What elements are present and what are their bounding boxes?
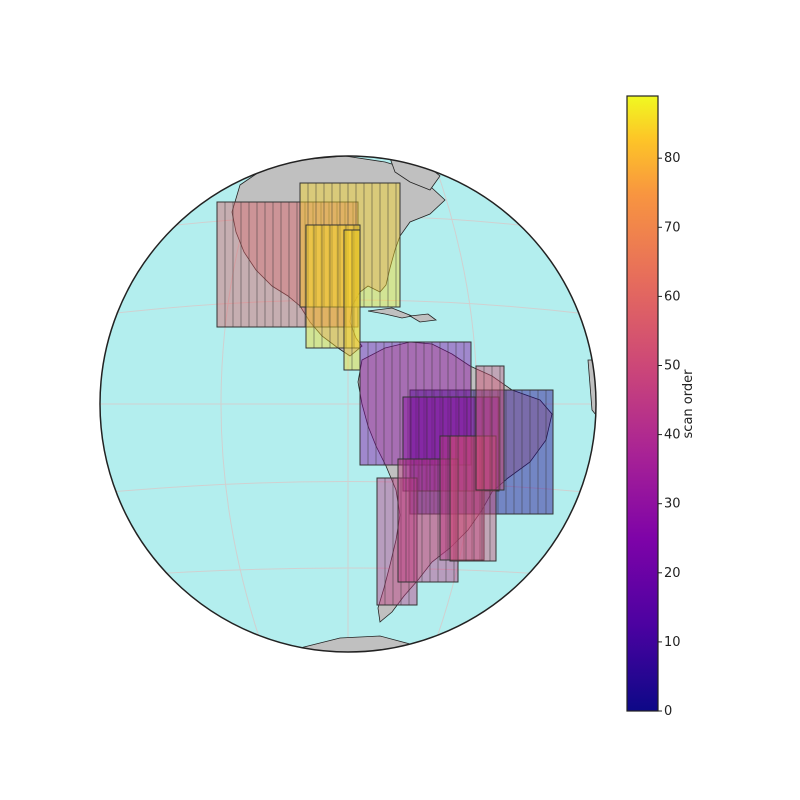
colorbar-tick-label: 20 xyxy=(664,566,681,581)
scan-footprint-southern-cone xyxy=(376,477,418,606)
colorbar-tick-label: 40 xyxy=(664,428,681,443)
colorbar-label: scan order xyxy=(681,369,696,439)
scan-footprint-southern-cone xyxy=(439,435,485,561)
hispaniola xyxy=(408,313,438,323)
colorbar-gradient xyxy=(626,95,659,712)
colorbar-tick-label: 50 xyxy=(664,358,681,373)
globe-outline xyxy=(99,155,597,653)
colorbar-tick-label: 80 xyxy=(664,151,681,166)
scan-footprints xyxy=(216,182,554,606)
colorbar-tick-label: 60 xyxy=(664,289,681,304)
colorbar-tick-label: 10 xyxy=(664,635,681,650)
scan-footprint-gulf-and-eastern-us xyxy=(299,182,401,308)
cuba xyxy=(367,307,414,319)
colorbar: 0 10 20 30 40 50 60 70 80 scan order xyxy=(626,95,696,719)
scan-footprint-western-north-america xyxy=(216,201,359,328)
colorbar-tick-label: 70 xyxy=(664,220,681,235)
colorbar-tick-label: 0 xyxy=(664,704,672,719)
colorbar-tick-label: 30 xyxy=(664,497,681,512)
africa-edge xyxy=(587,359,596,422)
scan-footprint-eastern-brazil-strip xyxy=(475,365,505,491)
scan-footprint-northern-andes xyxy=(359,341,472,466)
